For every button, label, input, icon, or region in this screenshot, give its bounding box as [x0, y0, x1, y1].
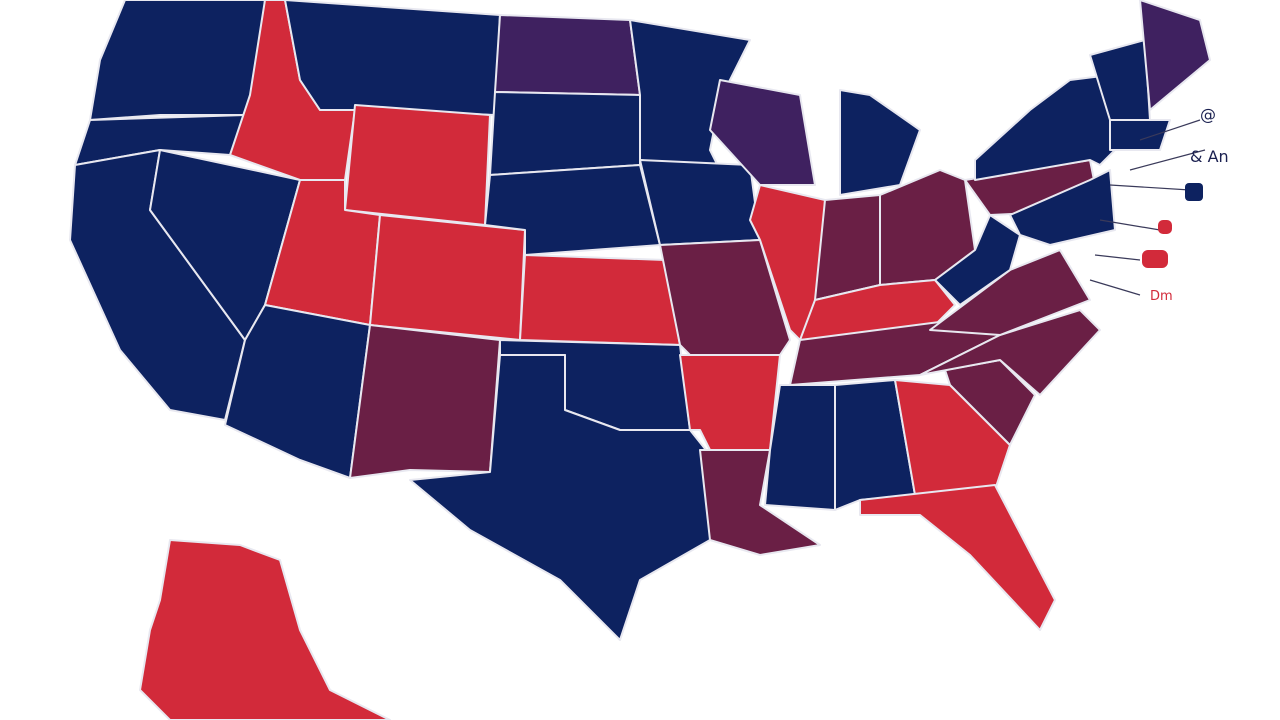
callout-label: Dm	[1150, 289, 1173, 304]
wisconsin	[709, 79, 816, 186]
callouts: @ & An Dm	[1089, 105, 1229, 304]
states	[69, 0, 1211, 720]
leader-line	[1089, 119, 1206, 296]
north-dakota	[494, 14, 641, 96]
callout-label: & An	[1190, 147, 1229, 166]
georgia	[894, 379, 1011, 496]
colorado	[369, 214, 526, 341]
kansas	[519, 254, 681, 346]
marker	[1158, 220, 1172, 234]
maine	[1139, 0, 1211, 111]
iowa	[639, 159, 761, 246]
callout-label: @	[1200, 105, 1216, 124]
alaska	[139, 539, 391, 720]
new-mexico	[349, 324, 501, 479]
florida	[859, 484, 1056, 631]
washington	[89, 0, 266, 121]
new-york	[974, 74, 1116, 181]
mid-atlantic	[1009, 169, 1116, 246]
minnesota	[629, 19, 751, 171]
massachusetts	[1109, 119, 1171, 151]
wyoming	[344, 104, 491, 226]
mississippi	[764, 384, 836, 511]
indiana	[814, 194, 881, 301]
oregon	[74, 114, 246, 166]
marker	[1142, 250, 1168, 268]
montana	[284, 0, 501, 116]
texas	[409, 354, 711, 641]
michigan	[839, 89, 921, 196]
marker	[1185, 183, 1203, 201]
south-dakota	[489, 91, 641, 176]
